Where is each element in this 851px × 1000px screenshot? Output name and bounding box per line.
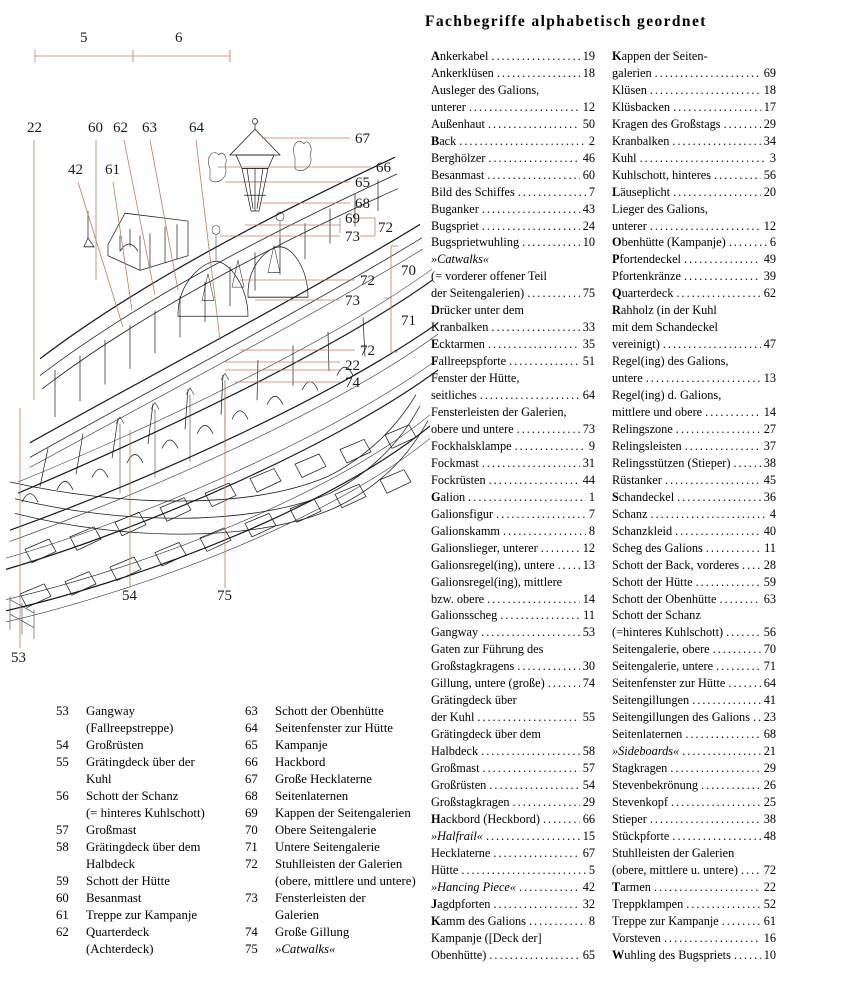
svg-text:22: 22 [345, 358, 360, 374]
svg-text:68: 68 [355, 196, 370, 212]
svg-text:73: 73 [345, 229, 360, 245]
svg-text:60: 60 [88, 120, 103, 136]
svg-text:73: 73 [345, 293, 360, 309]
svg-text:72: 72 [378, 220, 393, 236]
svg-text:66: 66 [376, 160, 392, 176]
svg-text:62: 62 [113, 120, 128, 136]
svg-text:72: 72 [360, 273, 375, 289]
svg-text:74: 74 [345, 375, 361, 391]
svg-text:64: 64 [189, 120, 205, 136]
svg-text:72: 72 [360, 343, 375, 359]
svg-text:53: 53 [11, 650, 26, 666]
svg-text:65: 65 [355, 175, 370, 191]
svg-text:5: 5 [80, 30, 88, 46]
svg-text:71: 71 [401, 313, 416, 329]
svg-text:42: 42 [68, 162, 83, 178]
svg-text:61: 61 [105, 162, 120, 178]
svg-text:67: 67 [355, 131, 371, 147]
svg-text:6: 6 [175, 30, 183, 46]
svg-text:70: 70 [401, 263, 416, 279]
svg-text:69: 69 [345, 211, 360, 227]
svg-text:22: 22 [27, 120, 42, 136]
svg-text:54: 54 [122, 588, 138, 604]
svg-text:75: 75 [217, 588, 232, 604]
svg-text:63: 63 [142, 120, 157, 136]
